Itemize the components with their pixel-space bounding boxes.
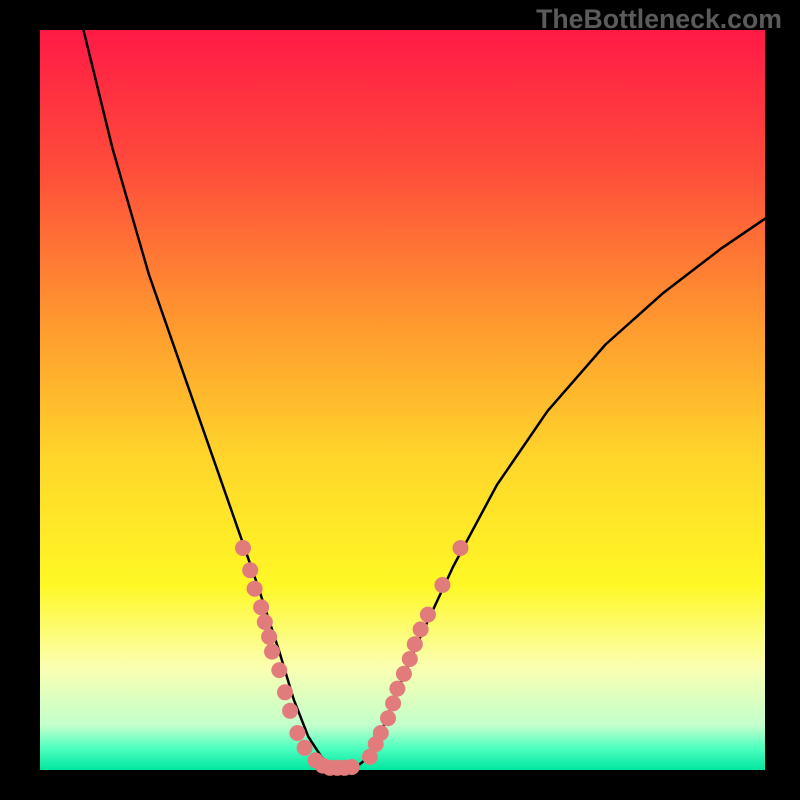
data-point-marker [277, 684, 293, 700]
data-point-marker [396, 666, 412, 682]
data-point-marker [413, 621, 429, 637]
data-point-marker [261, 629, 277, 645]
data-point-marker [402, 651, 418, 667]
data-point-marker [282, 703, 298, 719]
data-point-marker [264, 644, 280, 660]
bottleneck-curve-chart [0, 0, 800, 800]
data-point-marker [257, 614, 273, 630]
data-point-marker [389, 681, 405, 697]
data-point-marker [453, 540, 469, 556]
data-point-marker [247, 581, 263, 597]
chart-container: TheBottleneck.com [0, 0, 800, 800]
data-point-marker [407, 636, 423, 652]
data-point-marker [253, 599, 269, 615]
data-point-marker [289, 725, 305, 741]
data-point-marker [434, 577, 450, 593]
data-point-marker [235, 540, 251, 556]
data-point-marker [242, 562, 258, 578]
data-point-marker [380, 710, 396, 726]
data-point-marker [373, 725, 389, 741]
data-point-marker [344, 759, 360, 775]
data-point-marker [297, 740, 313, 756]
data-point-marker [420, 607, 436, 623]
data-point-marker [385, 695, 401, 711]
data-point-marker [271, 662, 287, 678]
watermark-text: TheBottleneck.com [536, 4, 782, 35]
